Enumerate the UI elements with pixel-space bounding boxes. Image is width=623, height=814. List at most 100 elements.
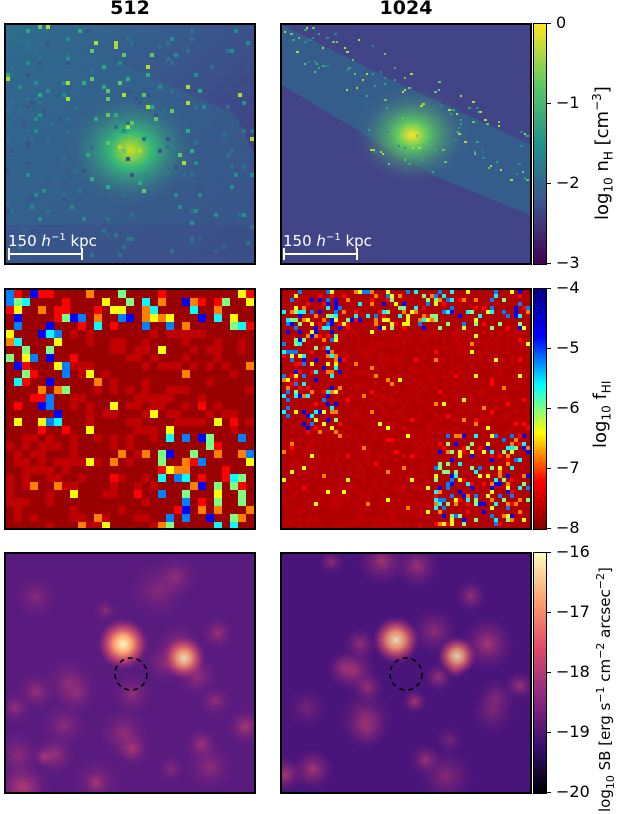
map-pixel [374, 518, 378, 522]
map-pixel [190, 298, 198, 306]
map-pixel [90, 177, 94, 181]
map-pixel [334, 458, 338, 462]
map-pixel [438, 486, 442, 490]
map-pixel [54, 330, 62, 338]
map-pixel [426, 314, 430, 318]
map-pixel [238, 490, 246, 498]
map-pixel [38, 113, 42, 117]
map-pixel [366, 506, 370, 510]
map-pixel [502, 514, 506, 518]
map-pixel [362, 514, 366, 518]
map-pixel [114, 113, 118, 117]
map-pixel [346, 322, 350, 326]
map-pixel [366, 422, 370, 426]
map-pixel [30, 434, 38, 442]
map-pixel [482, 406, 486, 410]
map-pixel [386, 318, 390, 322]
map-pixel [394, 522, 398, 526]
map-pixel [386, 107, 388, 109]
map-pixel [446, 402, 450, 406]
map-pixel [14, 298, 22, 306]
map-pixel [406, 398, 410, 402]
map-pixel [526, 398, 530, 402]
map-pixel [510, 478, 514, 482]
map-pixel [458, 133, 461, 135]
map-pixel [78, 314, 86, 322]
map-pixel [22, 466, 30, 474]
map-pixel [326, 442, 330, 446]
map-pixel [446, 430, 450, 434]
map-pixel [434, 522, 438, 526]
map-pixel [246, 418, 254, 426]
map-pixel [470, 350, 474, 354]
map-pixel [142, 386, 150, 394]
map-pixel [410, 442, 414, 446]
map-pixel [322, 47, 324, 49]
map-pixel [314, 518, 318, 522]
map-pixel [418, 446, 422, 450]
map-pixel [346, 358, 350, 362]
map-pixel [484, 119, 487, 121]
map-pixel [38, 442, 46, 450]
map-pixel [450, 474, 454, 478]
map-pixel [46, 346, 54, 354]
map-pixel [454, 470, 458, 474]
map-pixel [378, 390, 382, 394]
map-pixel [466, 446, 470, 450]
map-pixel [90, 49, 94, 53]
map-pixel [118, 306, 126, 314]
map-pixel [398, 398, 402, 402]
map-pixel [230, 482, 238, 490]
map-pixel [86, 290, 94, 298]
map-pixel [458, 478, 462, 482]
map-pixel [54, 314, 62, 322]
map-pixel [190, 346, 198, 354]
map-pixel [6, 121, 10, 125]
map-pixel [102, 298, 110, 306]
map-pixel [366, 95, 368, 97]
map-pixel [390, 398, 394, 402]
map-pixel [6, 109, 10, 113]
map-pixel [354, 314, 358, 318]
map-pixel [314, 474, 318, 478]
map-pixel [294, 510, 298, 514]
map-pixel [518, 342, 522, 346]
map-pixel [510, 426, 514, 430]
map-pixel [426, 478, 430, 482]
map-pixel [354, 318, 358, 322]
emission-blob [14, 576, 57, 619]
map-pixel [402, 350, 406, 354]
map-pixel [458, 514, 462, 518]
map-pixel [158, 402, 166, 410]
map-pixel [510, 290, 514, 294]
map-pixel [434, 346, 438, 350]
map-pixel [150, 314, 158, 322]
map-pixel [326, 326, 330, 330]
map-pixel [110, 402, 118, 410]
map-pixel [62, 298, 70, 306]
map-pixel [514, 314, 518, 318]
map-pixel [378, 326, 382, 330]
map-pixel [450, 494, 454, 498]
map-pixel [282, 342, 286, 346]
map-pixel [142, 314, 150, 322]
density-panel-512 [4, 23, 256, 265]
map-pixel [498, 474, 502, 478]
map-pixel [478, 394, 482, 398]
map-pixel [298, 310, 302, 314]
map-pixel [442, 382, 446, 386]
map-pixel [314, 346, 318, 350]
colorbar-tick-mark [546, 552, 551, 553]
map-pixel [378, 522, 382, 526]
map-pixel [510, 382, 514, 386]
map-pixel [230, 370, 238, 378]
map-pixel [510, 362, 514, 366]
map-pixel [438, 418, 442, 422]
map-pixel [478, 406, 482, 410]
map-pixel [318, 458, 322, 462]
map-pixel [378, 354, 382, 358]
map-pixel [166, 394, 174, 402]
map-pixel [526, 338, 530, 342]
map-pixel [490, 342, 494, 346]
map-pixel [502, 450, 506, 454]
